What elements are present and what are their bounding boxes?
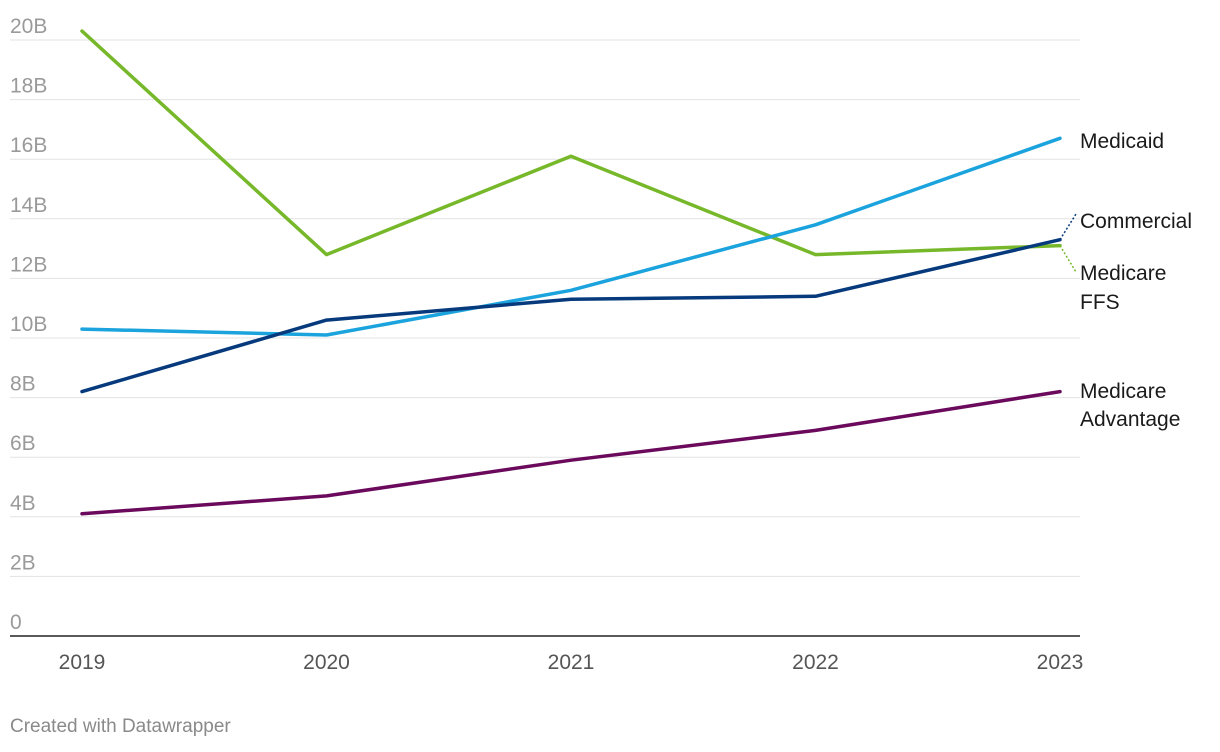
x-tick-label: 2021 xyxy=(548,651,595,674)
x-axis-ticks: 2019 2020 2021 2022 2023 xyxy=(59,651,1084,674)
chart-credit: Created with Datawrapper xyxy=(10,716,231,737)
y-tick-label: 16B xyxy=(10,134,47,157)
label-connector-commercial xyxy=(1059,213,1077,241)
y-tick-label: 8B xyxy=(10,373,36,396)
series-label-medicaid: Medicaid xyxy=(1080,130,1164,153)
x-tick-label: 2020 xyxy=(303,651,350,674)
series-label-medicare-ffs: Medicare FFS xyxy=(1080,262,1166,314)
y-tick-label: 20B xyxy=(10,15,47,38)
series-label-commercial: Commercial xyxy=(1080,210,1192,233)
y-tick-label: 14B xyxy=(10,194,47,217)
series-line-medicaid xyxy=(80,136,1062,337)
x-tick-label: 2023 xyxy=(1037,651,1084,674)
label-connector-medicare-ffs xyxy=(1059,245,1077,273)
series-labels: Medicaid Commercial Medicare FFS Medicare Adv… xyxy=(1059,130,1192,431)
y-tick-label: 18B xyxy=(10,75,47,98)
series-line-commercial xyxy=(80,237,1062,394)
gridlines xyxy=(10,39,1080,637)
y-axis-ticks: 0 2B 4B 6B 8B 10B 12B 14B 16B 18B 20B xyxy=(10,15,47,634)
series-line-medicare-advantage xyxy=(80,389,1062,516)
y-tick-label: 0 xyxy=(10,611,22,634)
x-tick-label: 2022 xyxy=(792,651,839,674)
y-tick-label: 12B xyxy=(10,253,47,276)
y-tick-label: 6B xyxy=(10,432,36,455)
y-tick-label: 4B xyxy=(10,492,36,515)
x-tick-label: 2019 xyxy=(59,651,106,674)
y-tick-label: 2B xyxy=(10,551,36,574)
series-line-medicare-ffs xyxy=(80,29,1062,257)
series-label-medicare-advantage: Medicare Advantage xyxy=(1080,380,1180,431)
y-tick-label: 10B xyxy=(10,313,47,336)
series-lines xyxy=(80,29,1062,516)
